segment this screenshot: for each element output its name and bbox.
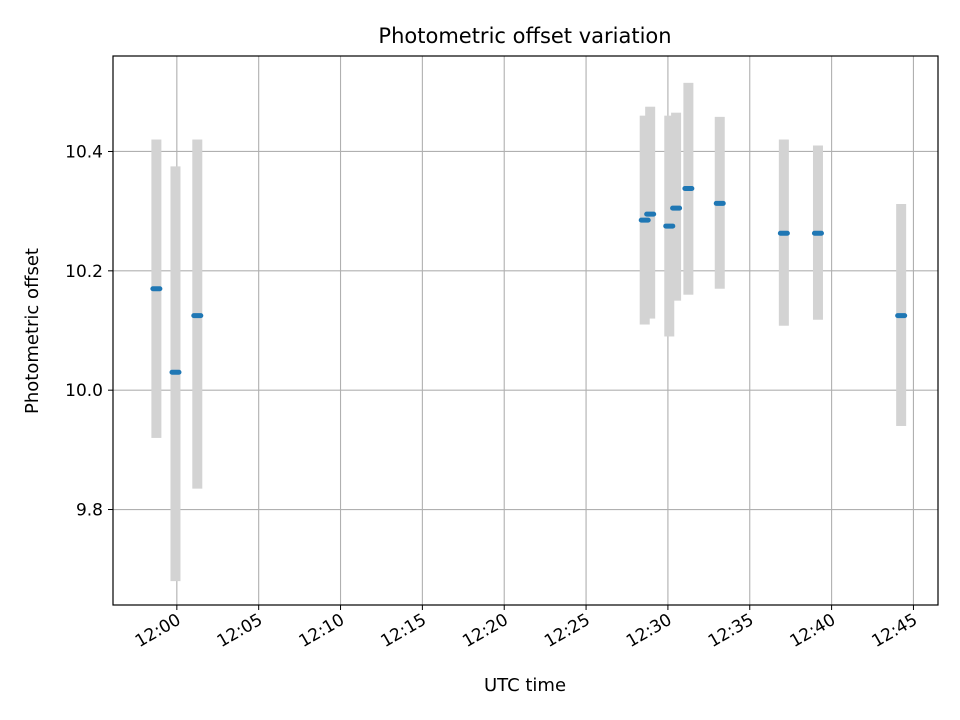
y-axis-label: Photometric offset bbox=[22, 248, 43, 414]
y-axis: 9.8 10.0 10.2 10.4 bbox=[65, 142, 113, 521]
plot-frame bbox=[112, 55, 939, 606]
data-point bbox=[663, 223, 676, 229]
chart-title: Photometric offset variation bbox=[378, 24, 671, 48]
y-tick-label: 10.0 bbox=[65, 381, 103, 401]
data-point bbox=[191, 313, 204, 319]
data-point bbox=[811, 230, 824, 236]
y-tick-label: 9.8 bbox=[76, 501, 103, 521]
data-point bbox=[644, 211, 657, 217]
data-point bbox=[150, 286, 163, 292]
data-point bbox=[895, 313, 908, 319]
data-point bbox=[682, 185, 695, 191]
data-point bbox=[169, 369, 182, 375]
grid bbox=[113, 56, 938, 605]
x-axis-label: UTC time bbox=[484, 675, 566, 696]
data-point bbox=[670, 205, 683, 211]
data-points bbox=[150, 185, 908, 375]
data-point bbox=[713, 200, 726, 206]
data-point bbox=[638, 217, 651, 223]
data-point bbox=[777, 230, 790, 236]
y-tick-label: 10.2 bbox=[65, 262, 103, 282]
y-tick-label: 10.4 bbox=[65, 142, 103, 162]
